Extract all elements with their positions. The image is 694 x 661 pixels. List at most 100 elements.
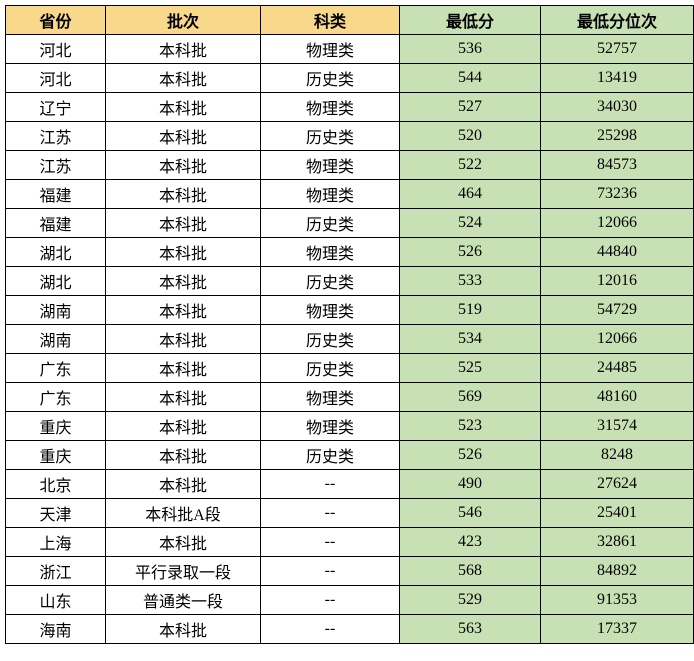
table-cell: 本科批A段	[106, 499, 261, 528]
table-cell: 河北	[6, 35, 106, 64]
table-body: 河北本科批物理类53652757河北本科批历史类54413419辽宁本科批物理类…	[6, 35, 694, 644]
table-cell: 12066	[541, 209, 694, 238]
table-cell: 本科批	[106, 209, 261, 238]
table-cell: 84573	[541, 151, 694, 180]
table-row: 江苏本科批物理类52284573	[6, 151, 694, 180]
table-cell: 25401	[541, 499, 694, 528]
table-cell: 海南	[6, 615, 106, 644]
table-row: 湖北本科批物理类52644840	[6, 238, 694, 267]
table-cell: 辽宁	[6, 93, 106, 122]
table-cell: 广东	[6, 383, 106, 412]
table-row: 重庆本科批历史类5268248	[6, 441, 694, 470]
table-cell: 546	[400, 499, 541, 528]
table-cell: 536	[400, 35, 541, 64]
table-cell: 52757	[541, 35, 694, 64]
table-cell: 27624	[541, 470, 694, 499]
table-row: 湖北本科批历史类53312016	[6, 267, 694, 296]
table-cell: 490	[400, 470, 541, 499]
table-cell: 本科批	[106, 238, 261, 267]
table-row: 海南本科批--56317337	[6, 615, 694, 644]
table-cell: 本科批	[106, 35, 261, 64]
table-cell: 历史类	[261, 354, 400, 383]
col-header-minscore: 最低分	[400, 6, 541, 35]
table-cell: --	[261, 470, 400, 499]
table-cell: 525	[400, 354, 541, 383]
table-cell: 本科批	[106, 412, 261, 441]
table-cell: --	[261, 557, 400, 586]
table-cell: 12016	[541, 267, 694, 296]
table-cell: 519	[400, 296, 541, 325]
table-cell: 湖北	[6, 238, 106, 267]
table-cell: 物理类	[261, 35, 400, 64]
table-cell: 物理类	[261, 383, 400, 412]
table-cell: --	[261, 586, 400, 615]
table-cell: 569	[400, 383, 541, 412]
col-header-batch: 批次	[106, 6, 261, 35]
table-row: 江苏本科批历史类52025298	[6, 122, 694, 151]
table-cell: 历史类	[261, 209, 400, 238]
table-cell: 天津	[6, 499, 106, 528]
table-cell: 44840	[541, 238, 694, 267]
table-cell: 普通类一段	[106, 586, 261, 615]
table-cell: 91353	[541, 586, 694, 615]
table-cell: 平行录取一段	[106, 557, 261, 586]
col-header-minrank: 最低分位次	[541, 6, 694, 35]
table-cell: 24485	[541, 354, 694, 383]
table-cell: 福建	[6, 180, 106, 209]
table-row: 山东普通类一段--52991353	[6, 586, 694, 615]
table-cell: --	[261, 615, 400, 644]
col-header-category: 科类	[261, 6, 400, 35]
table-cell: 北京	[6, 470, 106, 499]
table-cell: 广东	[6, 354, 106, 383]
table-row: 湖南本科批物理类51954729	[6, 296, 694, 325]
table-cell: --	[261, 499, 400, 528]
table-cell: 522	[400, 151, 541, 180]
table-cell: 本科批	[106, 383, 261, 412]
table-cell: 523	[400, 412, 541, 441]
table-row: 福建本科批物理类46473236	[6, 180, 694, 209]
table-cell: 73236	[541, 180, 694, 209]
table-cell: 本科批	[106, 354, 261, 383]
table-cell: 526	[400, 238, 541, 267]
table-cell: 31574	[541, 412, 694, 441]
table-cell: 历史类	[261, 267, 400, 296]
table-cell: 本科批	[106, 180, 261, 209]
table-cell: 本科批	[106, 470, 261, 499]
table-row: 浙江平行录取一段--56884892	[6, 557, 694, 586]
table-header-row: 省份 批次 科类 最低分 最低分位次	[6, 6, 694, 35]
table-cell: 423	[400, 528, 541, 557]
table-row: 广东本科批历史类52524485	[6, 354, 694, 383]
table-cell: 524	[400, 209, 541, 238]
table-cell: 34030	[541, 93, 694, 122]
table-cell: 河北	[6, 64, 106, 93]
table-cell: 物理类	[261, 180, 400, 209]
table-cell: 物理类	[261, 296, 400, 325]
table-cell: 568	[400, 557, 541, 586]
table-cell: 25298	[541, 122, 694, 151]
table-cell: 本科批	[106, 296, 261, 325]
table-cell: 浙江	[6, 557, 106, 586]
table-cell: 533	[400, 267, 541, 296]
table-row: 辽宁本科批物理类52734030	[6, 93, 694, 122]
table-cell: 江苏	[6, 151, 106, 180]
table-cell: 563	[400, 615, 541, 644]
table-row: 上海本科批--42332861	[6, 528, 694, 557]
table-cell: 13419	[541, 64, 694, 93]
table-cell: 本科批	[106, 93, 261, 122]
table-cell: 17337	[541, 615, 694, 644]
table-cell: 历史类	[261, 122, 400, 151]
table-cell: 物理类	[261, 412, 400, 441]
table-cell: 520	[400, 122, 541, 151]
table-cell: 物理类	[261, 93, 400, 122]
table-cell: 物理类	[261, 238, 400, 267]
table-cell: 福建	[6, 209, 106, 238]
table-cell: 湖南	[6, 296, 106, 325]
table-cell: 本科批	[106, 267, 261, 296]
table-cell: 上海	[6, 528, 106, 557]
table-cell: 湖南	[6, 325, 106, 354]
table-cell: 84892	[541, 557, 694, 586]
table-cell: 12066	[541, 325, 694, 354]
table-cell: 历史类	[261, 64, 400, 93]
table-cell: 526	[400, 441, 541, 470]
table-row: 广东本科批物理类56948160	[6, 383, 694, 412]
